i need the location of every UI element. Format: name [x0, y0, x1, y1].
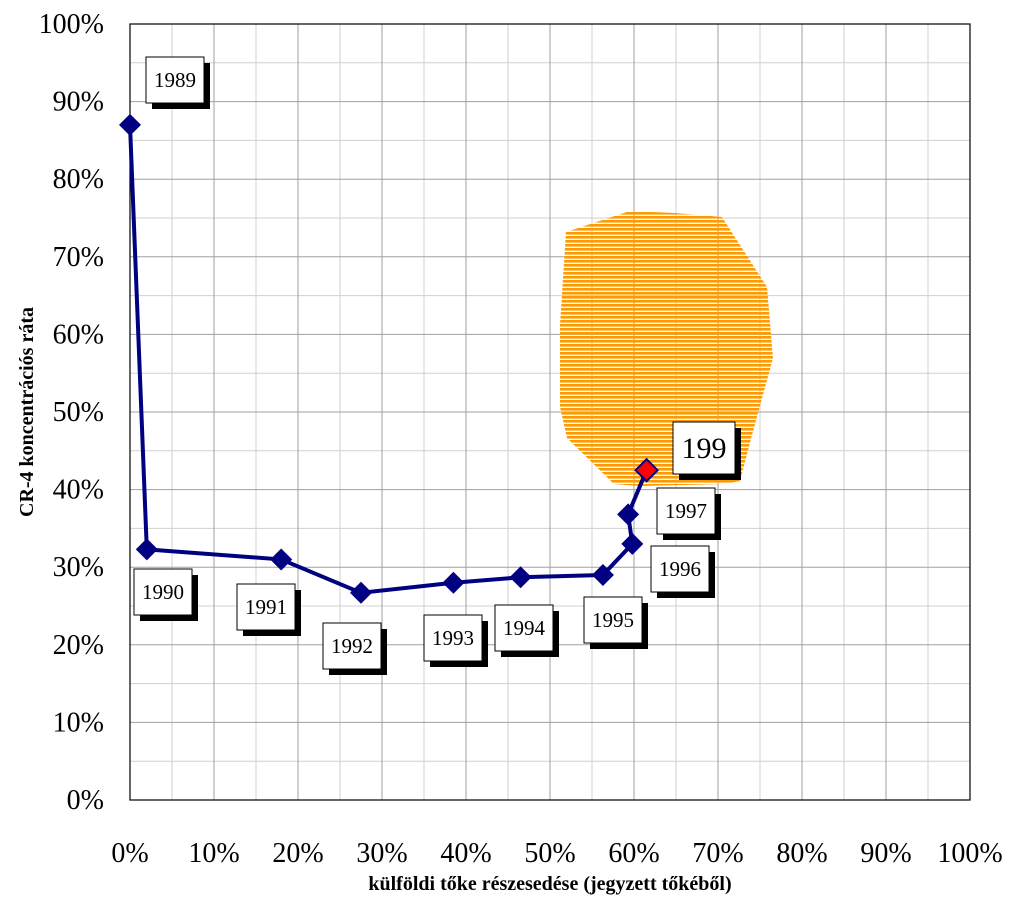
x-tick-label: 20% — [272, 838, 323, 869]
x-tick-label: 0% — [111, 838, 148, 869]
x-axis-ticks: 0% 10% 20% 30% 40% 50% 60% 70% 80% 90% 100% — [111, 838, 1002, 869]
label-text: 1992 — [331, 634, 373, 658]
label-box — [133, 568, 193, 616]
label-box — [236, 583, 296, 631]
point-label: 1992 — [322, 622, 387, 675]
label-text: 1997 — [665, 499, 707, 523]
y-tick-label: 30% — [53, 552, 104, 583]
data-point — [135, 538, 158, 561]
x-tick-label: 40% — [440, 838, 491, 869]
point-label: 1997 — [656, 487, 721, 540]
data-point — [442, 571, 465, 594]
y-tick-label: 0% — [67, 785, 104, 816]
x-tick-label: 90% — [860, 838, 911, 869]
data-point — [634, 457, 660, 483]
point-label: 199 — [672, 421, 741, 480]
x-tick-label: 60% — [608, 838, 659, 869]
x-tick-label: 50% — [524, 838, 575, 869]
data-point — [119, 113, 141, 136]
label-text: 1996 — [659, 557, 701, 581]
point-label: 1991 — [236, 583, 301, 636]
x-tick-label: 80% — [776, 838, 827, 869]
data-point — [350, 581, 372, 604]
label-box — [583, 596, 643, 644]
y-tick-label: 50% — [53, 397, 104, 428]
y-tick-label: 60% — [53, 319, 104, 350]
data-point — [617, 503, 640, 526]
y-axis-ticks: 0% 10% 20% 30% 40% 50% 60% 70% 80% 90% 100% — [39, 9, 104, 816]
data-point — [509, 566, 532, 589]
point-label: 1993 — [423, 614, 488, 667]
highlight-region — [560, 211, 773, 486]
label-box — [672, 421, 736, 475]
label-box — [322, 622, 382, 670]
plot-border — [129, 23, 971, 801]
y-tick-label: 20% — [53, 630, 104, 661]
y-axis-title: CR-4 koncentrációs ráta — [16, 307, 38, 517]
y-tick-label: 90% — [53, 87, 104, 118]
label-text: 1989 — [154, 68, 196, 92]
x-axis-title: külföldi tőke részesedése (jegyzett tőké… — [368, 873, 731, 895]
label-box — [494, 604, 554, 652]
label-text: 199 — [682, 432, 727, 465]
label-text: 1991 — [245, 595, 287, 619]
label-box — [145, 56, 205, 104]
point-label: 1989 — [145, 56, 210, 109]
y-tick-label: 80% — [53, 164, 104, 195]
data-point — [621, 532, 644, 555]
label-text: 1994 — [503, 616, 546, 640]
label-text: 1995 — [592, 608, 634, 632]
x-tick-label: 100% — [937, 838, 1002, 869]
series-line — [128, 124, 649, 595]
label-text: 1990 — [142, 580, 184, 604]
data-point — [591, 563, 614, 586]
label-box — [650, 545, 710, 593]
series-cr4 — [119, 113, 660, 604]
point-label: 1990 — [133, 568, 198, 621]
x-tick-label: 30% — [356, 838, 407, 869]
x-tick-label: 10% — [188, 838, 239, 869]
point-label: 1996 — [650, 545, 715, 598]
point-label: 1994 — [494, 604, 559, 657]
y-tick-label: 70% — [53, 242, 104, 273]
y-tick-label: 10% — [53, 707, 104, 738]
label-text: 1993 — [432, 626, 474, 650]
point-label: 1995 — [583, 596, 648, 649]
x-tick-label: 70% — [692, 838, 743, 869]
label-box — [423, 614, 483, 662]
data-point — [270, 548, 293, 571]
y-tick-label: 100% — [39, 9, 104, 40]
y-tick-label: 40% — [53, 475, 104, 506]
label-box — [656, 487, 716, 535]
point-labels: 1989 1990 1991 1992 1993 1994 1995 1996 1997 199 — [133, 56, 741, 675]
